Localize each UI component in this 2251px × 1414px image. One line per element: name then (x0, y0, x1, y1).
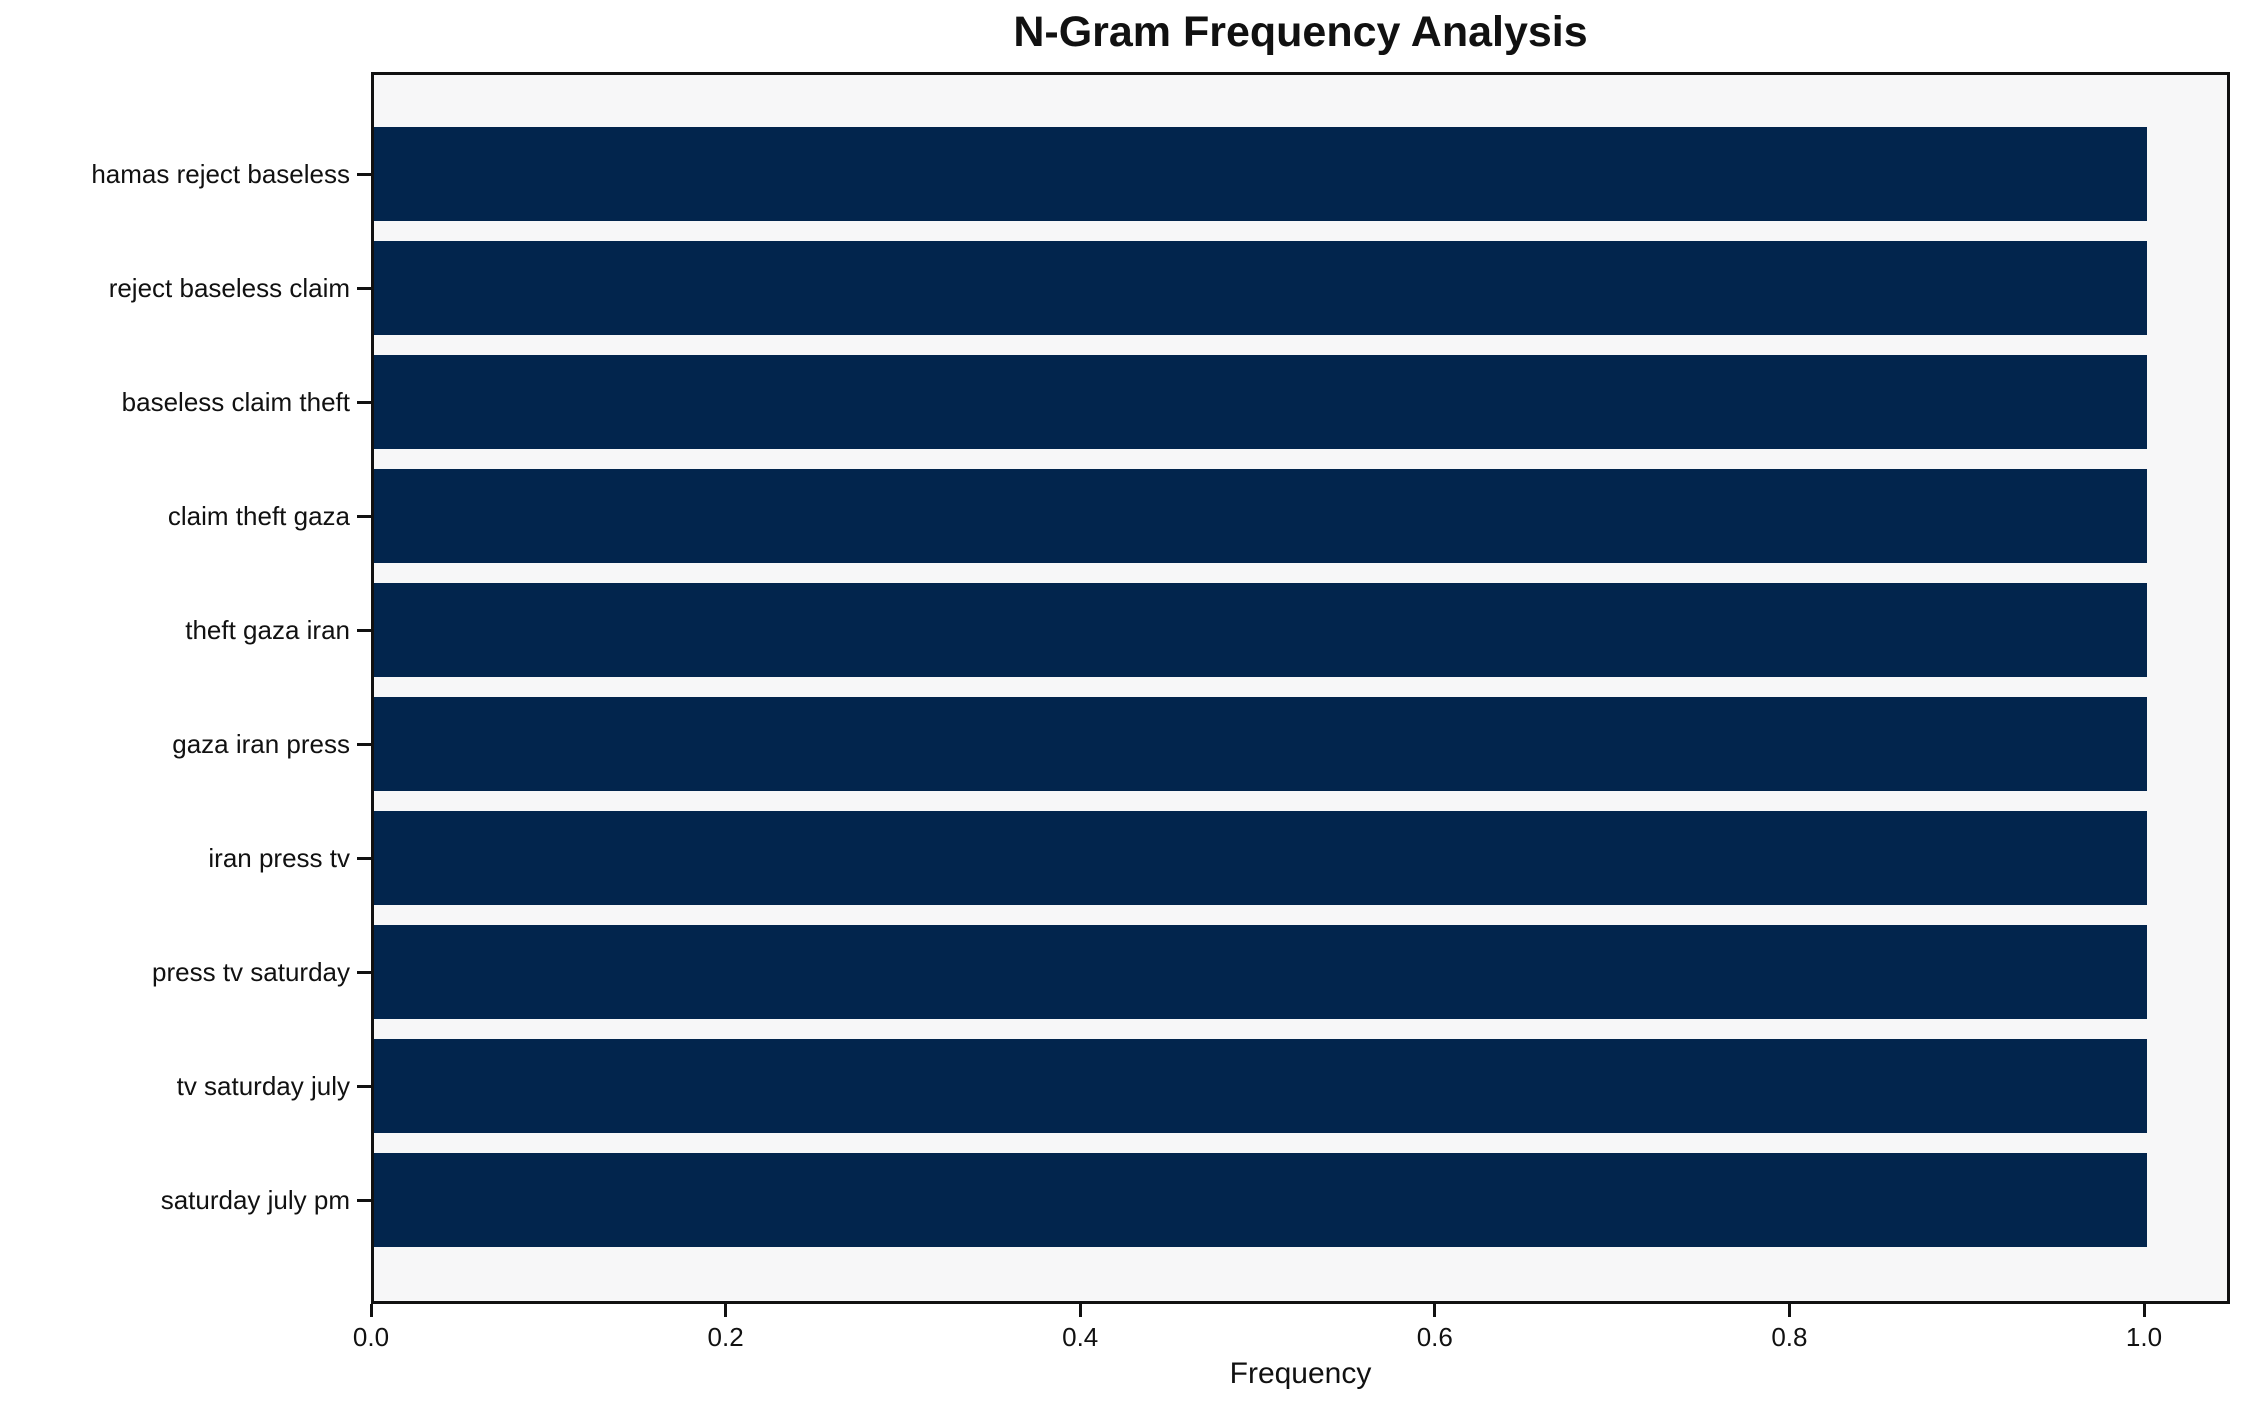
y-tick (357, 172, 371, 176)
y-tick (357, 286, 371, 290)
y-tick (357, 1084, 371, 1088)
y-tick (357, 742, 371, 746)
x-tick-label: 1.0 (2125, 1322, 2163, 1352)
y-axis-label: reject baseless claim (108, 273, 350, 303)
y-axis-label: baseless claim theft (121, 387, 350, 417)
x-tick (1078, 1304, 1082, 1317)
y-axis-label: hamas reject baseless (91, 159, 350, 189)
y-tick (357, 1198, 371, 1202)
y-tick (357, 400, 371, 404)
bar (374, 241, 2147, 335)
x-tick-label: 0.2 (707, 1322, 744, 1352)
y-tick (357, 628, 371, 632)
bar (374, 1039, 2147, 1133)
x-tick (1787, 1304, 1791, 1317)
y-tick (357, 970, 371, 974)
bar (374, 469, 2147, 563)
y-axis-label: tv saturday july (176, 1071, 350, 1101)
y-axis-label: theft gaza iran (185, 615, 350, 645)
chart-title: N-Gram Frequency Analysis (1013, 8, 1588, 56)
bars-layer (374, 75, 2227, 1301)
x-tick (1433, 1304, 1437, 1317)
x-tick (369, 1304, 373, 1317)
plot-area (371, 72, 2230, 1304)
bar (374, 697, 2147, 791)
y-tick (357, 514, 371, 518)
y-axis-label: claim theft gaza (167, 501, 350, 531)
bar (374, 811, 2147, 905)
x-tick-label: 0.4 (1062, 1322, 1099, 1352)
bar (374, 1153, 2147, 1247)
x-tick-label: 0.0 (352, 1322, 390, 1352)
bar (374, 127, 2147, 221)
bar (374, 583, 2147, 677)
y-axis-label: press tv saturday (152, 957, 350, 987)
x-axis-label: Frequency (1229, 1357, 1372, 1390)
y-tick (357, 856, 371, 860)
x-tick (2142, 1304, 2146, 1317)
y-axis-label: gaza iran press (172, 729, 350, 759)
x-tick-label: 0.8 (1771, 1322, 1808, 1352)
x-tick (724, 1304, 728, 1317)
y-axis-label: saturday july pm (160, 1185, 350, 1215)
bar (374, 355, 2147, 449)
bar (374, 925, 2147, 1019)
x-tick-label: 0.6 (1416, 1322, 1453, 1352)
y-axis-label: iran press tv (208, 843, 350, 873)
